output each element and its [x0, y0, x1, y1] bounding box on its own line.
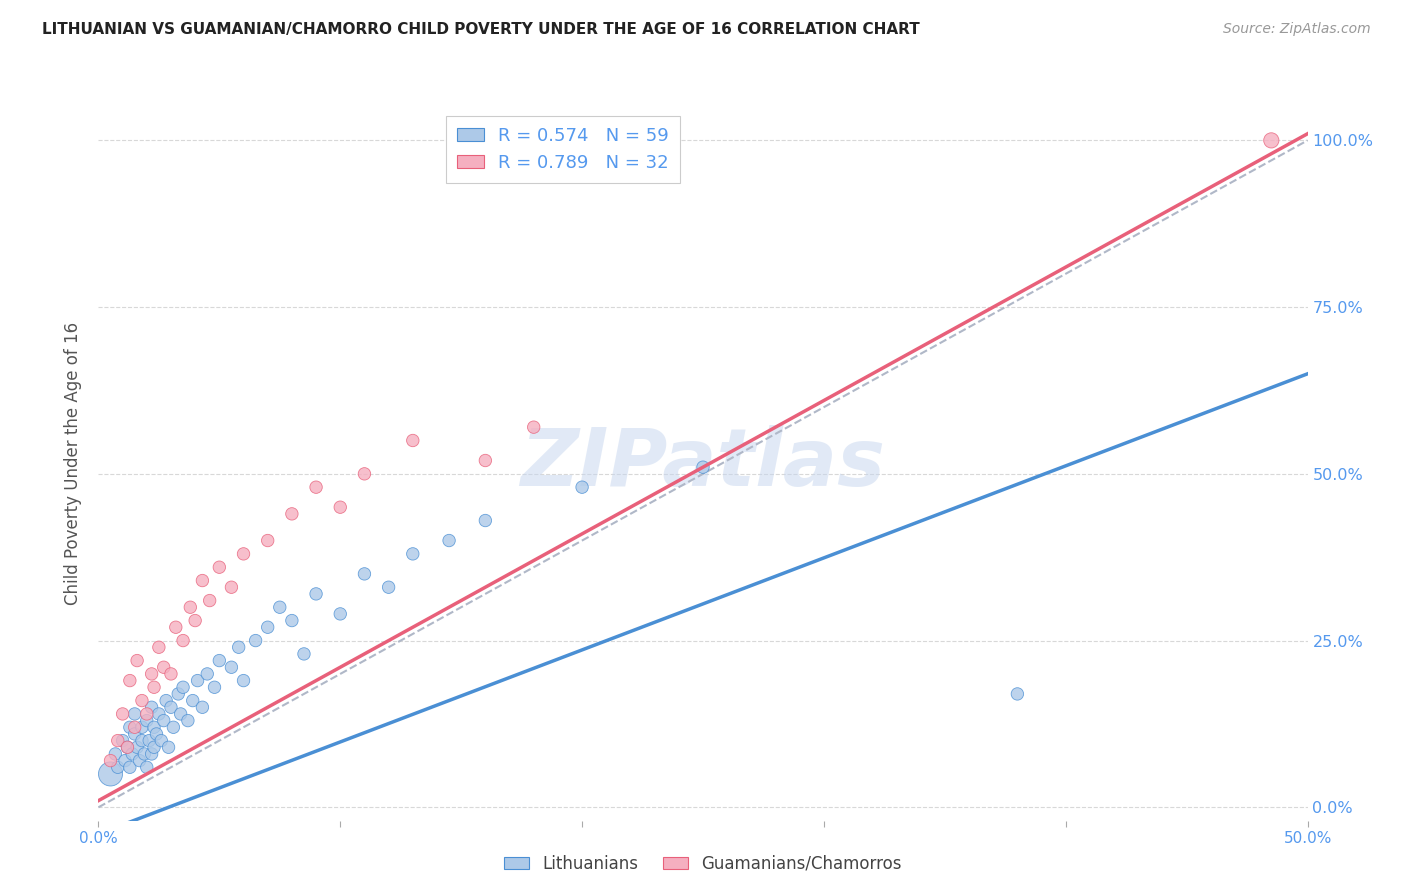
Point	[117, 740, 139, 755]
Legend: Lithuanians, Guamanians/Chamorros: Lithuanians, Guamanians/Chamorros	[498, 848, 908, 880]
Point	[353, 566, 375, 581]
Point	[141, 700, 163, 714]
Point	[305, 587, 328, 601]
Point	[141, 747, 163, 761]
Point	[474, 514, 496, 528]
Point	[111, 733, 134, 747]
Point	[232, 673, 254, 688]
Point	[269, 600, 291, 615]
Point	[191, 700, 214, 714]
Point	[118, 720, 141, 734]
Point	[377, 580, 399, 594]
Point	[152, 714, 174, 728]
Point	[128, 754, 150, 768]
Point	[329, 500, 352, 515]
Point	[143, 680, 166, 694]
Text: Source: ZipAtlas.com: Source: ZipAtlas.com	[1223, 22, 1371, 37]
Point	[104, 747, 127, 761]
Point	[292, 647, 315, 661]
Point	[124, 706, 146, 721]
Point	[124, 727, 146, 741]
Point	[135, 760, 157, 774]
Point	[256, 533, 278, 548]
Point	[177, 714, 200, 728]
Point	[145, 727, 167, 741]
Point	[281, 614, 304, 628]
Point	[208, 654, 231, 668]
Point	[134, 747, 156, 761]
Point	[402, 547, 425, 561]
Point	[117, 740, 139, 755]
Point	[437, 533, 460, 548]
Point	[127, 654, 149, 668]
Point	[100, 767, 122, 781]
Point	[198, 593, 221, 607]
Point	[143, 740, 166, 755]
Point	[474, 453, 496, 467]
Point	[1260, 133, 1282, 147]
Point	[131, 720, 153, 734]
Point	[148, 640, 170, 655]
Point	[204, 680, 226, 694]
Point	[179, 600, 201, 615]
Point	[184, 614, 207, 628]
Point	[114, 754, 136, 768]
Point	[143, 720, 166, 734]
Point	[100, 754, 122, 768]
Point	[135, 706, 157, 721]
Point	[131, 733, 153, 747]
Point	[167, 687, 190, 701]
Point	[232, 547, 254, 561]
Point	[195, 667, 218, 681]
Point	[208, 560, 231, 574]
Point	[245, 633, 267, 648]
Point	[256, 620, 278, 634]
Point	[281, 507, 304, 521]
Point	[107, 733, 129, 747]
Point	[172, 680, 194, 694]
Point	[353, 467, 375, 481]
Point	[148, 706, 170, 721]
Point	[162, 720, 184, 734]
Point	[172, 633, 194, 648]
Point	[118, 760, 141, 774]
Legend: R = 0.574   N = 59, R = 0.789   N = 32: R = 0.574 N = 59, R = 0.789 N = 32	[446, 116, 681, 183]
Point	[329, 607, 352, 621]
Point	[157, 740, 180, 755]
Text: LITHUANIAN VS GUAMANIAN/CHAMORRO CHILD POVERTY UNDER THE AGE OF 16 CORRELATION C: LITHUANIAN VS GUAMANIAN/CHAMORRO CHILD P…	[42, 22, 920, 37]
Point	[107, 760, 129, 774]
Point	[138, 733, 160, 747]
Point	[523, 420, 546, 434]
Point	[181, 693, 204, 707]
Point	[127, 740, 149, 755]
Point	[165, 620, 187, 634]
Point	[1007, 687, 1029, 701]
Point	[155, 693, 177, 707]
Point	[402, 434, 425, 448]
Point	[191, 574, 214, 588]
Point	[141, 667, 163, 681]
Point	[221, 660, 243, 674]
Point	[187, 673, 209, 688]
Point	[131, 693, 153, 707]
Point	[118, 673, 141, 688]
Point	[160, 700, 183, 714]
Point	[571, 480, 593, 494]
Point	[160, 667, 183, 681]
Point	[305, 480, 328, 494]
Point	[169, 706, 191, 721]
Point	[111, 706, 134, 721]
Point	[221, 580, 243, 594]
Y-axis label: Child Poverty Under the Age of 16: Child Poverty Under the Age of 16	[65, 322, 83, 606]
Text: ZIPatlas: ZIPatlas	[520, 425, 886, 503]
Point	[124, 720, 146, 734]
Point	[150, 733, 173, 747]
Point	[152, 660, 174, 674]
Point	[135, 714, 157, 728]
Point	[121, 747, 143, 761]
Point	[228, 640, 250, 655]
Point	[692, 460, 714, 475]
